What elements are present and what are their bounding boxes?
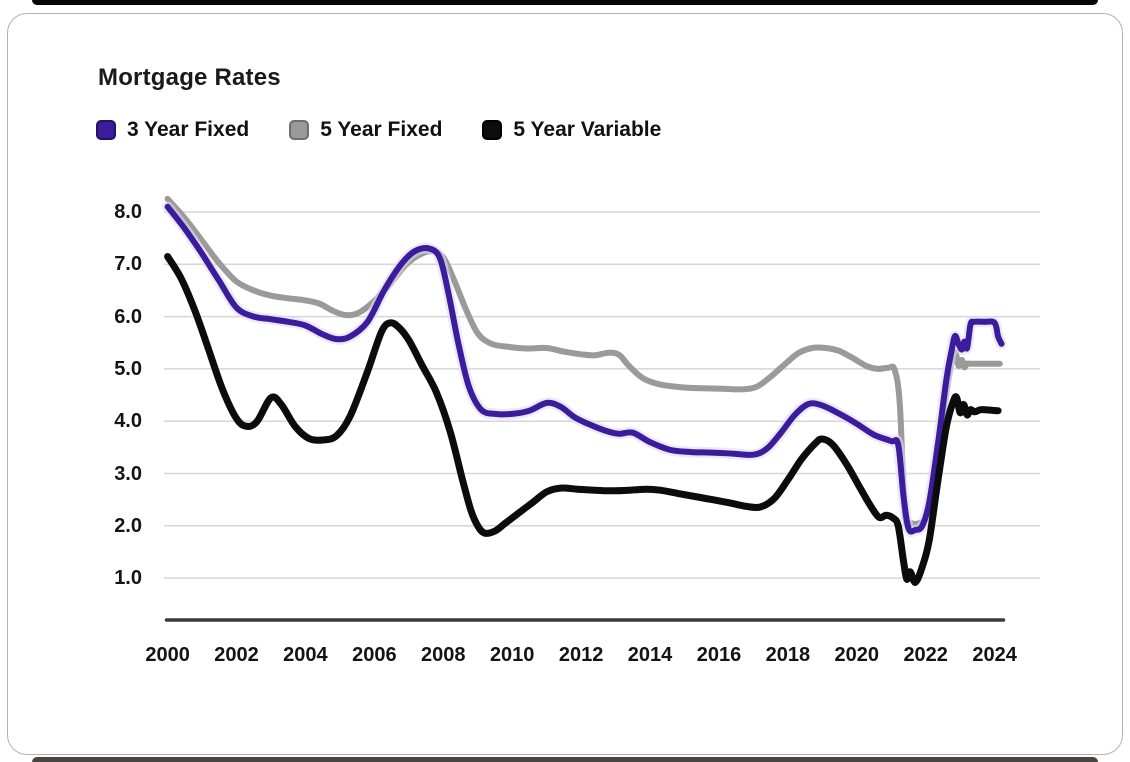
x-tick-label: 2020 — [834, 644, 880, 666]
y-tick-label: 1.0 — [114, 567, 142, 590]
x-tick-label: 2016 — [696, 644, 742, 666]
legend-label: 5 Year Fixed — [320, 118, 443, 141]
x-tick-label: 2004 — [283, 644, 328, 666]
x-tick-label: 2008 — [421, 644, 466, 666]
series-5-year-variable-line — [164, 253, 1002, 586]
x-tick-label: 2022 — [903, 644, 948, 666]
chart-title: Mortgage Rates — [98, 64, 281, 91]
bottom-clipped-bar — [32, 757, 1098, 762]
legend-swatch-icon — [482, 120, 503, 140]
y-tick-label: 6.0 — [114, 305, 142, 328]
chart-card: Mortgage Rates 3 Year Fixed 5 Year Fixed 5… — [7, 13, 1123, 755]
x-tick-label: 2002 — [214, 644, 259, 666]
x-tick-label: 2018 — [765, 644, 811, 666]
legend: 3 Year Fixed 5 Year Fixed 5 Year Variable — [96, 118, 661, 142]
x-tick-label: 2010 — [489, 644, 535, 666]
legend-swatch-icon — [289, 120, 310, 140]
y-tick-label: 2.0 — [114, 514, 142, 537]
x-tick-label: 2012 — [558, 644, 604, 666]
legend-item-5-year-fixed: 5 Year Fixed — [289, 118, 442, 142]
y-tick-label: 3.0 — [114, 462, 142, 485]
y-tick-label: 7.0 — [114, 253, 142, 276]
x-tick-label: 2014 — [627, 644, 673, 666]
x-tick-label: 2000 — [145, 644, 190, 666]
legend-item-3-year-fixed: 3 Year Fixed — [96, 118, 249, 142]
x-tick-label: 2006 — [352, 644, 397, 666]
x-tick-label: 2024 — [972, 644, 1017, 666]
y-tick-label: 4.0 — [114, 410, 142, 433]
legend-label: 5 Year Variable — [513, 118, 662, 141]
legend-swatch-icon — [96, 120, 116, 140]
series-3-year-fixed-line — [164, 203, 1005, 535]
series-5-year-fixed-line — [164, 195, 1003, 530]
legend-label: 3 Year Fixed — [127, 118, 250, 141]
legend-item-5-year-variable: 5 Year Variable — [482, 118, 661, 142]
top-clipped-bar — [32, 0, 1098, 5]
y-tick-label: 8.0 — [114, 201, 142, 223]
y-tick-label: 5.0 — [114, 357, 142, 380]
